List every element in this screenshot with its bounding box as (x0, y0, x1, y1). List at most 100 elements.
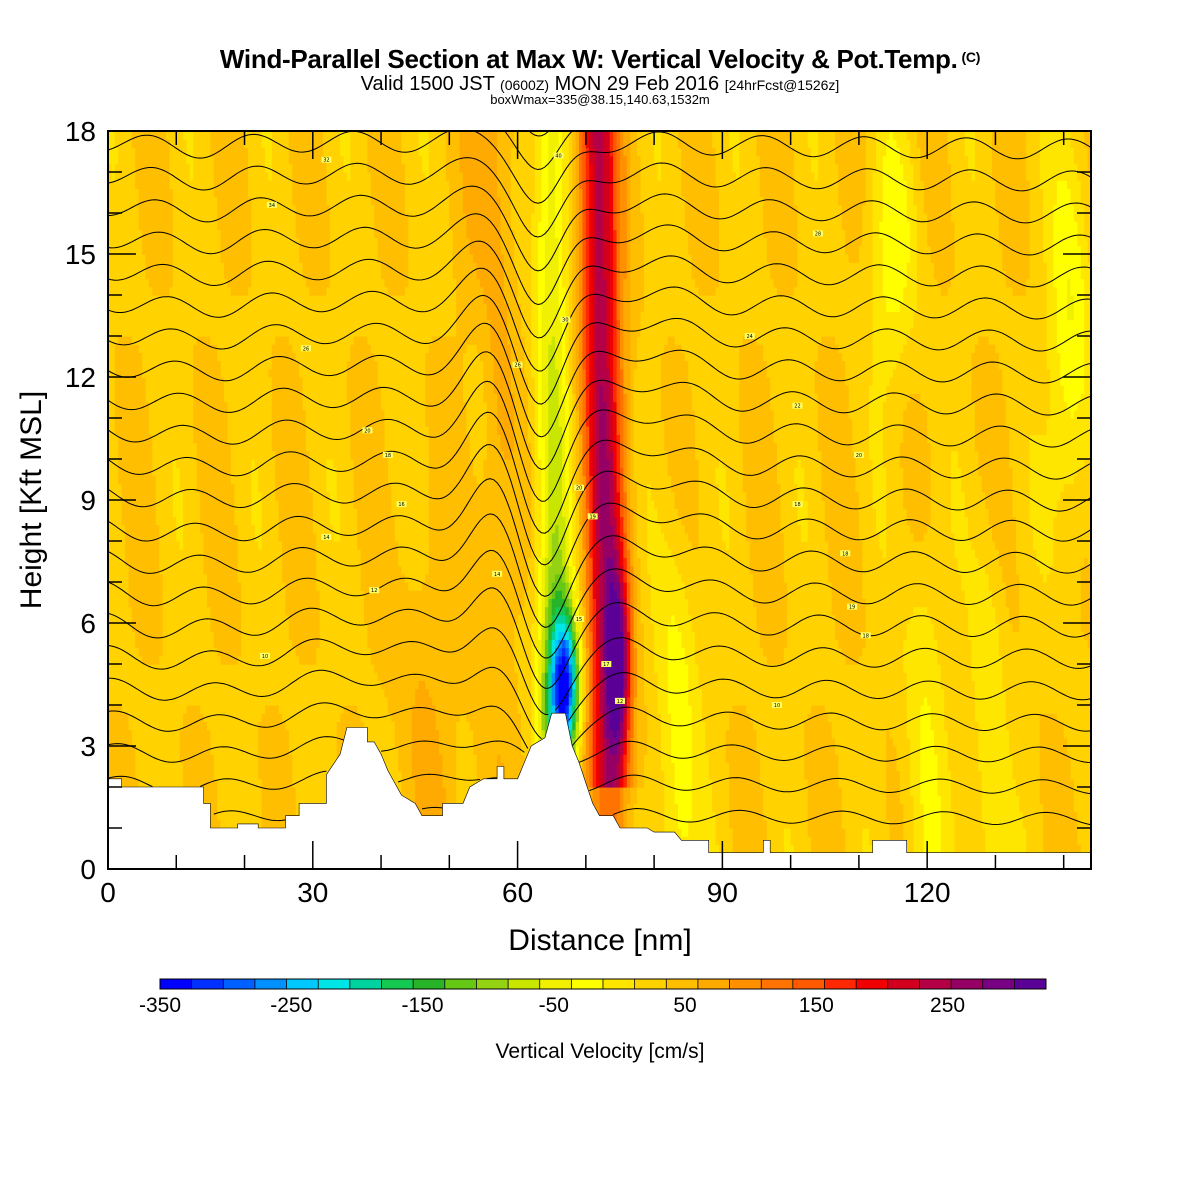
velocity-cell (725, 131, 730, 493)
velocity-cell (1087, 459, 1091, 567)
velocity-cell (391, 295, 396, 517)
velocity-cell (835, 163, 840, 345)
velocity-cell (718, 131, 723, 460)
velocity-cell (681, 524, 686, 583)
velocity-cell (568, 131, 573, 386)
velocity-cell (766, 131, 771, 263)
velocity-cell (288, 163, 293, 345)
velocity-cell (329, 524, 334, 869)
velocity-cell (927, 442, 932, 526)
velocity-cell (879, 549, 884, 869)
velocity-cell (169, 188, 174, 288)
velocity-cell (1067, 319, 1072, 411)
velocity-cell (271, 450, 276, 706)
velocity-cell (305, 286, 310, 452)
velocity-cell (920, 705, 925, 804)
velocity-cell (299, 377, 304, 665)
velocity-cell (336, 541, 341, 722)
velocity-cell (575, 737, 580, 747)
velocity-cell (1032, 549, 1037, 869)
velocity-cell (920, 606, 925, 706)
velocity-cell (254, 131, 259, 468)
velocity-cell (145, 278, 150, 403)
velocity-cell (555, 639, 560, 649)
velocity-cell (292, 131, 297, 206)
velocity-cell (875, 532, 880, 869)
velocity-cell (558, 573, 563, 591)
velocity-cell (862, 647, 867, 829)
velocity-cell (258, 549, 263, 722)
velocity-cell (831, 336, 836, 616)
velocity-cell (196, 336, 201, 493)
velocity-cell (749, 721, 754, 869)
velocity-cell (340, 155, 345, 714)
velocity-cell (838, 131, 843, 206)
velocity-cell (466, 131, 471, 239)
velocity-cell (261, 713, 266, 829)
velocity-cell (1063, 737, 1068, 869)
velocity-cell (886, 131, 891, 140)
velocity-cell (1087, 565, 1091, 649)
colorbar-tick-label: -150 (402, 994, 444, 1017)
colorbar-swatch (887, 979, 920, 989)
velocity-cell (544, 606, 549, 640)
velocity-cell (998, 368, 1003, 567)
velocity-cell (183, 713, 188, 821)
velocity-cell (217, 229, 222, 362)
velocity-cell (213, 647, 218, 780)
velocity-cell (316, 295, 321, 591)
velocity-cell (145, 664, 150, 869)
velocity-cell (1046, 418, 1051, 575)
velocity-cell (439, 336, 444, 755)
velocity-cell (981, 565, 986, 829)
velocity-cell (947, 770, 952, 869)
velocity-cell (957, 573, 962, 869)
velocity-cell (435, 131, 440, 337)
velocity-cell (401, 163, 406, 296)
velocity-cell (845, 385, 850, 665)
velocity-cell (633, 368, 638, 485)
velocity-cell (674, 623, 679, 804)
velocity-cell (418, 131, 423, 157)
velocity-cell (131, 147, 136, 345)
contour-label: 16 (398, 502, 404, 508)
velocity-cell (654, 131, 659, 165)
velocity-cell (920, 401, 925, 542)
velocity-cell (404, 286, 409, 583)
velocity-cell (855, 664, 860, 869)
x-tick-label: 0 (100, 877, 116, 908)
velocity-cell (469, 344, 474, 460)
velocity-cell (241, 131, 246, 296)
velocity-cell (258, 131, 263, 493)
velocity-cell (630, 565, 635, 608)
velocity-cell (551, 598, 556, 616)
velocity-cell (469, 131, 474, 255)
velocity-cell (1067, 409, 1072, 485)
velocity-cell (166, 139, 171, 296)
velocity-cell (408, 131, 413, 591)
velocity-cell (265, 131, 270, 173)
velocity-cell (951, 811, 956, 869)
velocity-cell (377, 385, 382, 681)
velocity-cell (691, 278, 696, 411)
velocity-cell (224, 401, 229, 665)
velocity-cell (783, 295, 788, 583)
velocity-cell (824, 131, 829, 337)
velocity-cell (712, 131, 717, 148)
velocity-cell (1084, 639, 1089, 869)
velocity-cell (602, 278, 607, 403)
velocity-cell (551, 672, 556, 706)
velocity-cell (125, 336, 130, 567)
velocity-cell (630, 606, 635, 739)
velocity-cell (1056, 352, 1061, 501)
velocity-cell (579, 664, 584, 706)
velocity-cell (1002, 131, 1007, 271)
velocity-cell (452, 336, 457, 869)
velocity-cell (749, 131, 754, 337)
velocity-cell (148, 664, 153, 869)
velocity-cell (497, 434, 502, 755)
velocity-cell (906, 262, 911, 337)
velocity-cell (555, 573, 560, 591)
velocity-cell (947, 163, 952, 288)
velocity-cell (933, 278, 938, 640)
